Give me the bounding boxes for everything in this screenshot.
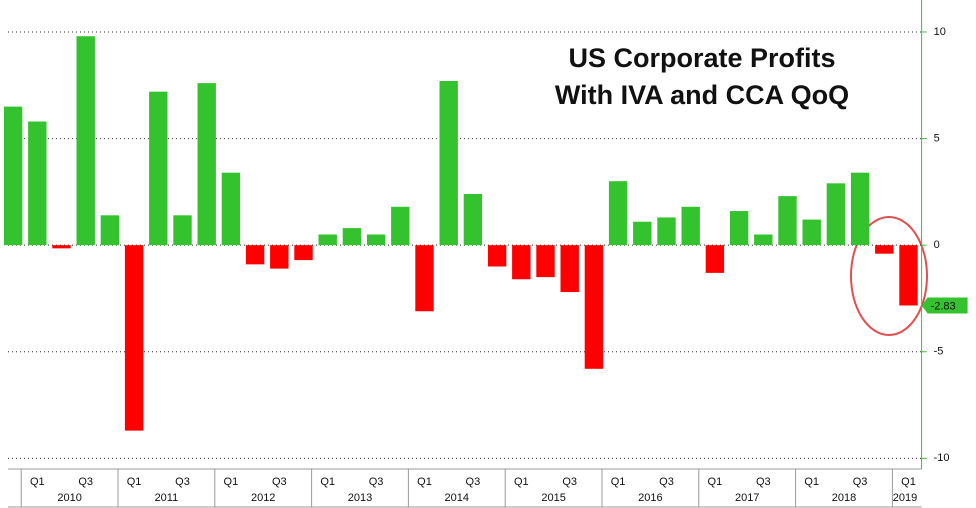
x-tick-label: Q1 xyxy=(901,476,916,488)
bar xyxy=(245,245,265,265)
bar xyxy=(149,91,168,246)
bar xyxy=(318,234,337,246)
bar xyxy=(802,219,821,246)
bar xyxy=(512,245,531,280)
bar xyxy=(52,245,71,249)
year-label: 2018 xyxy=(832,492,856,504)
chart-title: US Corporate Profits xyxy=(568,43,835,73)
bar xyxy=(294,245,313,261)
bar xyxy=(463,193,483,246)
x-tick-label: Q1 xyxy=(514,476,529,488)
bar xyxy=(633,221,652,246)
bar xyxy=(875,245,894,254)
x-tick-label: Q1 xyxy=(611,476,626,488)
bar xyxy=(28,121,47,246)
bar xyxy=(221,172,241,246)
year-label: 2010 xyxy=(57,492,81,504)
bar xyxy=(100,215,120,246)
x-tick-label: Q1 xyxy=(708,476,723,488)
bar xyxy=(536,245,555,278)
bar xyxy=(3,106,23,246)
bar xyxy=(366,234,386,246)
x-tick-label: Q1 xyxy=(30,476,45,488)
bar xyxy=(608,181,628,246)
bar xyxy=(729,211,749,246)
chart-title: With IVA and CCA QoQ xyxy=(555,80,849,110)
bar xyxy=(826,183,846,246)
bar xyxy=(778,196,797,246)
bar xyxy=(560,245,579,293)
year-label: 2014 xyxy=(445,492,469,504)
bar xyxy=(681,206,700,246)
y-tick-label: -10 xyxy=(934,452,950,464)
y-tick-label: 10 xyxy=(934,26,946,38)
bar xyxy=(657,217,676,246)
y-tick-label: 5 xyxy=(934,132,940,144)
x-tick-label: Q3 xyxy=(756,476,771,488)
x-tick-label: Q3 xyxy=(466,476,481,488)
last-value-label: -2.83 xyxy=(931,300,956,312)
year-label: 2011 xyxy=(155,492,179,504)
last-value-box xyxy=(921,297,968,314)
x-tick-label: Q1 xyxy=(127,476,142,488)
x-tick-label: Q3 xyxy=(562,476,577,488)
x-tick-label: Q3 xyxy=(175,476,190,488)
bar xyxy=(415,245,434,312)
x-tick-label: Q3 xyxy=(853,476,868,488)
x-tick-label: Q1 xyxy=(417,476,432,488)
year-label: 2012 xyxy=(251,492,275,504)
y-tick-label: 0 xyxy=(934,239,940,251)
x-tick-label: Q1 xyxy=(320,476,335,488)
bar xyxy=(342,228,362,246)
bar xyxy=(270,245,289,269)
bar xyxy=(487,245,507,267)
year-label: 2019 xyxy=(893,492,917,504)
x-tick-label: Q3 xyxy=(272,476,287,488)
x-tick-label: Q3 xyxy=(659,476,674,488)
x-tick-label: Q3 xyxy=(369,476,384,488)
x-tick-label: Q1 xyxy=(224,476,239,488)
bar xyxy=(391,206,410,246)
bar xyxy=(76,36,95,246)
bar xyxy=(584,245,604,369)
bar xyxy=(439,81,458,246)
bar xyxy=(899,245,918,306)
year-label: 2013 xyxy=(348,492,372,504)
year-label: 2017 xyxy=(735,492,759,504)
x-tick-label: Q1 xyxy=(804,476,819,488)
highlight-circle xyxy=(850,216,928,336)
bar xyxy=(197,83,216,246)
x-tick-label: Q3 xyxy=(78,476,93,488)
year-label: 2015 xyxy=(541,492,565,504)
year-label: 2016 xyxy=(638,492,662,504)
bar xyxy=(124,245,144,431)
bar xyxy=(173,215,192,246)
bar xyxy=(850,172,870,246)
y-tick-label: -5 xyxy=(934,346,944,358)
bar xyxy=(754,234,773,246)
bar xyxy=(705,245,725,273)
